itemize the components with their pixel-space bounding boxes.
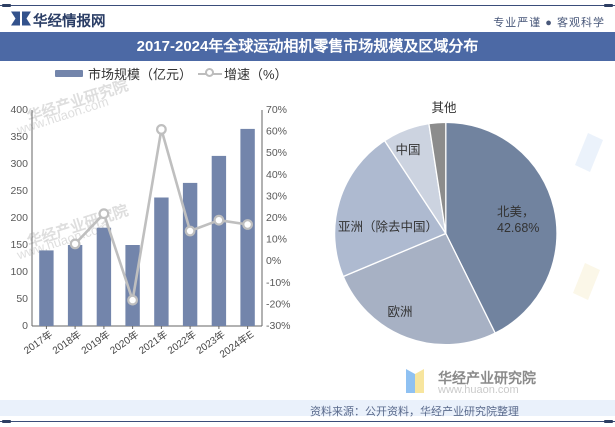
svg-text:其他: 其他 [431, 101, 457, 115]
svg-text:欧洲: 欧洲 [387, 305, 412, 319]
svg-text:中国: 中国 [395, 142, 420, 157]
svg-text:亚洲（除去中国）: 亚洲（除去中国） [338, 219, 438, 234]
svg-text:42.68%: 42.68% [497, 221, 539, 235]
svg-text:北美，: 北美， [497, 205, 535, 219]
